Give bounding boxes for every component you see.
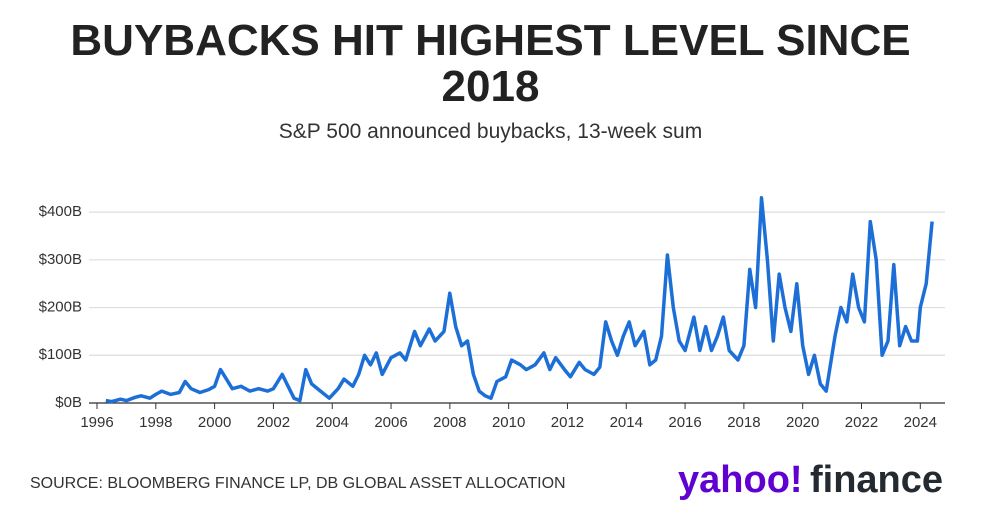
- chart-subtitle: S&P 500 announced buybacks, 13-week sum: [278, 120, 703, 143]
- x-tick-label: 2010: [492, 414, 525, 431]
- brand-yahoo: yahoo!: [678, 459, 803, 501]
- x-tick-label: 2008: [433, 414, 466, 431]
- data-line: [105, 196, 934, 404]
- title-box: BUYBACKS HIT HIGHEST LEVEL SINCE 2018: [0, 18, 981, 110]
- brand-finance: finance: [810, 459, 943, 501]
- y-tick-label: $300B: [39, 251, 82, 268]
- x-tick-label: 2014: [610, 414, 643, 431]
- chart-title: BUYBACKS HIT HIGHEST LEVEL SINCE 2018: [70, 16, 911, 111]
- x-tick-label: 2012: [551, 414, 584, 431]
- x-tick-label: 1996: [80, 414, 113, 431]
- x-tick-label: 2006: [374, 414, 407, 431]
- y-tick-label: $100B: [39, 346, 82, 363]
- y-tick-label: $0B: [55, 394, 82, 411]
- x-tick-label: 2020: [786, 414, 819, 431]
- source: SOURCE: BLOOMBERG FINANCE LP, DB GLOBAL …: [30, 475, 566, 492]
- x-tick-label: 2002: [257, 414, 290, 431]
- x-tick-label: 2018: [727, 414, 760, 431]
- x-tick-label: 2004: [316, 414, 349, 431]
- x-tick-label: 2022: [845, 414, 878, 431]
- x-tick-label: 2000: [198, 414, 231, 431]
- x-tick-label: 2016: [668, 414, 701, 431]
- y-tick-label: $400B: [39, 203, 82, 220]
- x-tick-label: 1998: [139, 414, 172, 431]
- x-tick-label: 2024: [904, 414, 937, 431]
- y-tick-label: $200B: [39, 299, 82, 316]
